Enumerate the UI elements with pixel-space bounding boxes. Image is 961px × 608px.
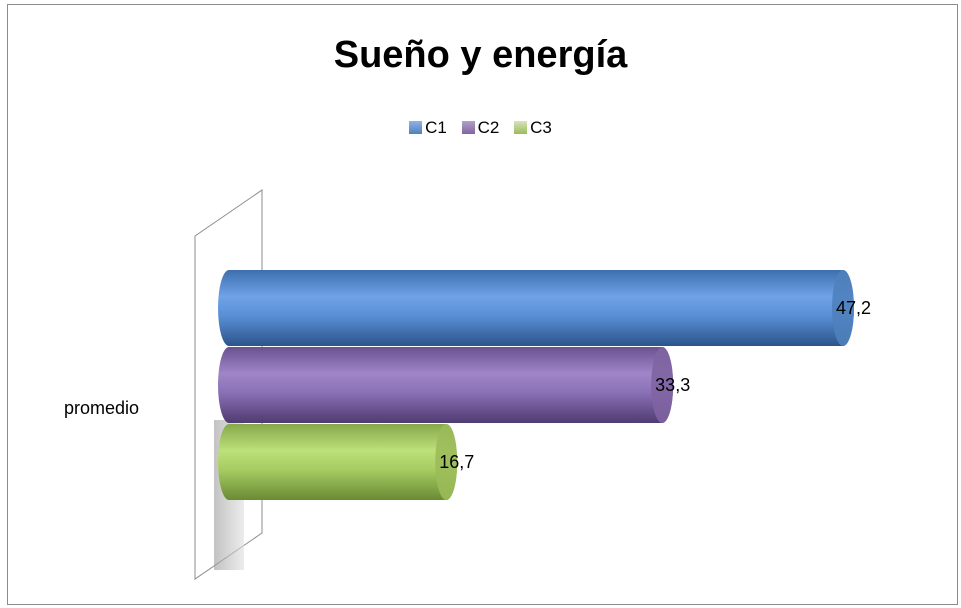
legend-item-c2: C2 xyxy=(461,118,500,138)
legend-label-c2: C2 xyxy=(477,118,500,137)
legend-swatch-c1 xyxy=(409,121,423,134)
data-label-c1: 47,2 xyxy=(836,298,871,318)
chart-title: Sueño y energía xyxy=(333,34,628,76)
bar-c2 xyxy=(218,347,674,423)
data-label-c2: 33,3 xyxy=(655,375,690,395)
legend-label-c3: C3 xyxy=(530,118,552,137)
legend-item-c1: C1 xyxy=(409,118,447,138)
bar-c1 xyxy=(218,270,854,346)
data-label-c3: 16,7 xyxy=(439,452,474,472)
bar-c3 xyxy=(218,424,458,500)
legend-swatch-c3 xyxy=(514,121,528,134)
bar-c1-cap xyxy=(832,270,854,346)
bar-c3-cap xyxy=(435,424,458,500)
legend-item-c3: C3 xyxy=(514,118,552,138)
legend-label-c1: C1 xyxy=(425,118,447,137)
bar-c2-cap xyxy=(651,347,674,423)
legend: C1 C2 C3 xyxy=(0,118,961,138)
category-label: promedio xyxy=(64,398,140,418)
legend-swatch-c2 xyxy=(461,121,475,134)
